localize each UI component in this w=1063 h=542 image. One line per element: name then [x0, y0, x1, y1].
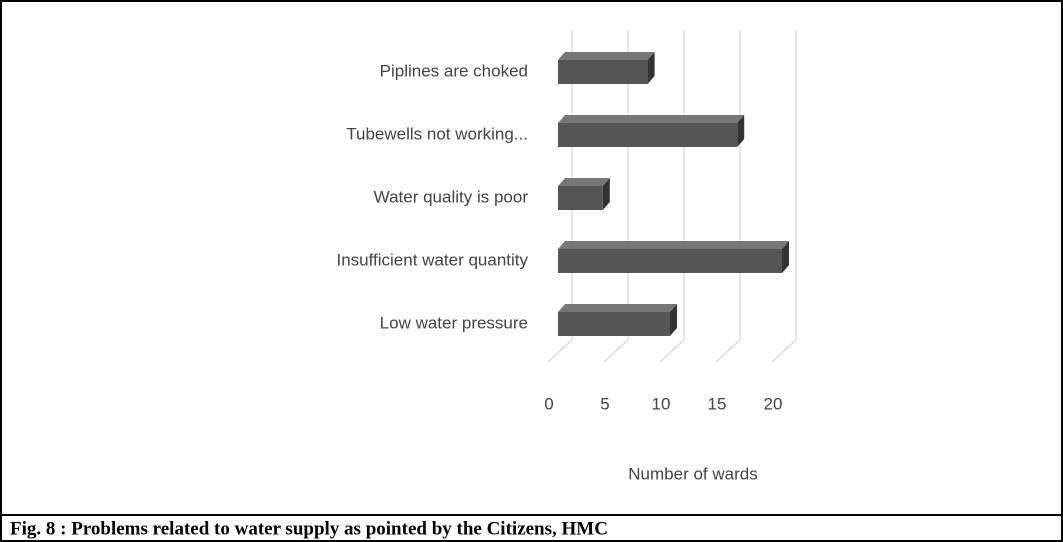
y-tick-label: Tubewells not working... [346, 124, 528, 143]
y-tick-label: Insufficient water quantity [336, 250, 528, 269]
bar-side [737, 115, 745, 147]
grid-line [715, 30, 741, 363]
bar [558, 123, 738, 147]
grid-line [771, 30, 797, 363]
bar-side [602, 178, 610, 210]
x-tick-label: 5 [600, 394, 609, 413]
bar [558, 312, 670, 336]
bar [558, 186, 603, 210]
y-tick-label: Water quality is poor [374, 187, 529, 206]
caption: Fig. 8 : Problems related to water suppl… [10, 518, 608, 539]
bar-top [558, 52, 655, 60]
bar-side [782, 241, 789, 273]
bar [558, 249, 782, 273]
x-tick-label: 0 [544, 394, 553, 413]
x-axis-label: Number of wards [628, 464, 757, 483]
x-tick-label: 15 [708, 394, 727, 413]
bar-top [558, 178, 610, 186]
bar [558, 60, 648, 84]
bar-side [670, 304, 677, 336]
bar-top [558, 115, 745, 123]
y-tick-label: Piplines are choked [380, 61, 528, 80]
bar-top [558, 304, 677, 312]
x-tick-label: 20 [764, 394, 783, 413]
bar-side [647, 52, 655, 84]
x-tick-label: 10 [652, 394, 671, 413]
y-tick-label: Low water pressure [380, 313, 528, 332]
bar-top [558, 241, 789, 249]
